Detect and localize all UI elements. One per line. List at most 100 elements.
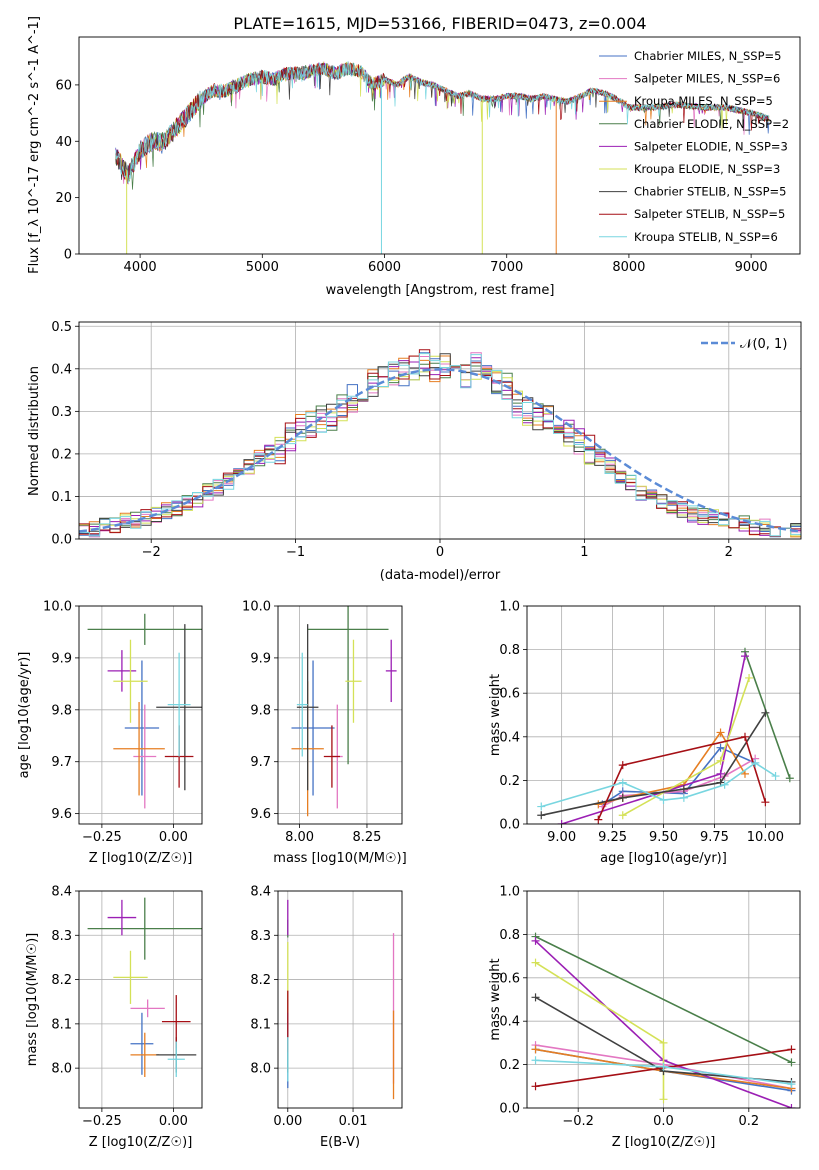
y-tick-label: 9.6	[51, 807, 72, 822]
x-tick-label: −1	[286, 545, 305, 560]
weight-marker	[531, 958, 540, 967]
legend-entry-2: Kroupa MILES, N_SSP=5	[634, 94, 773, 108]
y-tick-label: 8.0	[51, 1062, 72, 1077]
weight-marker	[787, 1058, 796, 1067]
errorbar-point-3	[87, 613, 202, 645]
weight-lines	[531, 932, 796, 1108]
y-tick-label: 10.0	[242, 600, 271, 615]
y-tick-label: 9.9	[51, 651, 72, 666]
x-tick-label: 8000	[612, 260, 645, 275]
histogram-steps	[79, 349, 801, 538]
y-tick-label: 0.6	[499, 971, 520, 986]
weight-marker	[659, 796, 668, 805]
weight-marker	[557, 820, 566, 824]
x-axis-label: wavelength [Angstrom, rest frame]	[326, 283, 555, 298]
axes-frame	[277, 605, 403, 825]
y-tick-label: 0.0	[499, 1102, 520, 1117]
normal-reference-curve	[79, 368, 801, 533]
y-tick-label: 0.3	[51, 405, 72, 420]
errorbar-point-1	[130, 999, 165, 1018]
errorbar-point-6	[156, 624, 202, 791]
age-vs-Z-panel: −0.25 0.00 9.6 9.7 9.8 9.9 10.0 Z [log10(Z/Z☉)]…	[17, 600, 203, 866]
x-tick-label: −2	[142, 545, 161, 560]
errorbar-point-5	[345, 639, 362, 723]
y-tick-label: 0	[64, 248, 72, 263]
axes-frame	[78, 890, 203, 1109]
weight-marker	[531, 1056, 540, 1065]
x-tick-label: 0.00	[273, 1114, 302, 1129]
y-tick-label: 9.8	[51, 703, 72, 718]
errorbar-point-8	[296, 652, 308, 757]
y-tick-label: 0.2	[499, 774, 520, 789]
errorbar-point-1	[133, 704, 157, 809]
errorbars	[291, 606, 397, 817]
y-tick-label: 0.4	[499, 730, 520, 745]
weight-line-3	[535, 935, 792, 1064]
x-tick-label: 9.75	[700, 830, 729, 845]
x-tick-label: 0.00	[159, 830, 188, 845]
legend-entry-5: Kroupa ELODIE, N_SSP=3	[634, 162, 780, 176]
errorbar-point-2	[130, 1032, 160, 1077]
y-axis-label: Normed distribution	[27, 366, 42, 496]
errorbar-point-5	[113, 950, 148, 1004]
weight-marker	[716, 728, 725, 737]
errorbar-point-0	[130, 1012, 154, 1075]
x-tick-label: 8.00	[285, 830, 314, 845]
legend-entry-7: Salpeter STELIB, N_SSP=5	[634, 207, 785, 221]
axes-frame	[526, 605, 801, 825]
y-tick-label: 0.4	[499, 1015, 520, 1030]
weight-marker	[787, 1080, 796, 1089]
legend-entry-4: Salpeter ELODIE, N_SSP=3	[634, 139, 788, 153]
weight-marker	[745, 673, 754, 682]
x-tick-label: 0.00	[159, 1114, 188, 1129]
errorbar-point-2	[113, 702, 165, 796]
y-tick-label: 40	[55, 135, 72, 150]
y-tick-label: 10.0	[43, 600, 72, 615]
y-tick-label: 0.0	[499, 818, 520, 833]
y-tick-label: 1.0	[499, 885, 520, 900]
x-tick-label: 0	[436, 545, 444, 560]
y-axis-label: Flux [f_λ 10^-17 erg cm^-2 s^-1 A^-1]	[27, 16, 42, 274]
y-tick-label: 0.2	[51, 447, 72, 462]
axes-frame	[78, 36, 801, 255]
axes-frame	[277, 890, 403, 1109]
mass-vs-ebv-panel: 0.00 0.01 8.0 8.1 8.2 8.3 8.4 E(B-V)	[250, 885, 403, 1150]
weight-line-3	[744, 651, 791, 779]
x-axis-label: Z [log10(Z/Z☉)]	[89, 1135, 193, 1150]
y-tick-label: 8.1	[250, 1017, 271, 1032]
x-axis-label: Z [log10(Z/Z☉)]	[612, 1135, 716, 1150]
weight-line-8	[541, 762, 777, 808]
weight-marker	[751, 758, 760, 767]
errorbars	[87, 897, 202, 1077]
spectrum-panel: 4000 5000 6000 7000 8000 9000 0 20 40 60 wavelengt…	[27, 16, 801, 298]
y-tick-label: 0.5	[51, 320, 72, 335]
y-tick-label: 0.8	[499, 928, 520, 943]
weight-marker	[594, 815, 603, 824]
y-tick-label: 0.1	[51, 490, 72, 505]
axes-frame	[526, 890, 801, 1109]
weight-marker	[771, 772, 780, 781]
errorbar-point-4	[385, 639, 397, 703]
weight-marker	[716, 743, 725, 752]
weight-marker	[716, 769, 725, 778]
weight-marker	[716, 756, 725, 765]
y-tick-label: 8.4	[51, 885, 72, 900]
weight-marker	[679, 785, 688, 794]
x-tick-label: 4000	[124, 260, 157, 275]
x-tick-label: −0.2	[562, 1114, 594, 1129]
x-tick-label: 10.00	[747, 830, 784, 845]
y-tick-label: 9.9	[250, 651, 271, 666]
weight-marker	[618, 793, 627, 802]
mass-weight-vs-Z-panel: −0.2 0.0 0.2 0.0 0.2 0.4 0.6 0.8 1.0 Z [log10(Z/Z…	[488, 885, 801, 1150]
y-tick-label: 8.3	[51, 929, 72, 944]
age-vs-mass-panel: 8.00 8.25 9.6 9.7 9.8 9.9 10.0 mass [log10(M/M☉…	[242, 600, 407, 867]
y-tick-label: 8.4	[250, 885, 271, 900]
errorbar-point-8	[167, 652, 191, 757]
x-tick-label: 8.25	[352, 830, 381, 845]
y-tick-label: 8.0	[250, 1062, 271, 1077]
histogram-series-8	[79, 353, 801, 537]
axes-frame	[78, 321, 802, 540]
x-tick-label: 9.50	[649, 830, 678, 845]
x-tick-label: 9000	[735, 260, 768, 275]
